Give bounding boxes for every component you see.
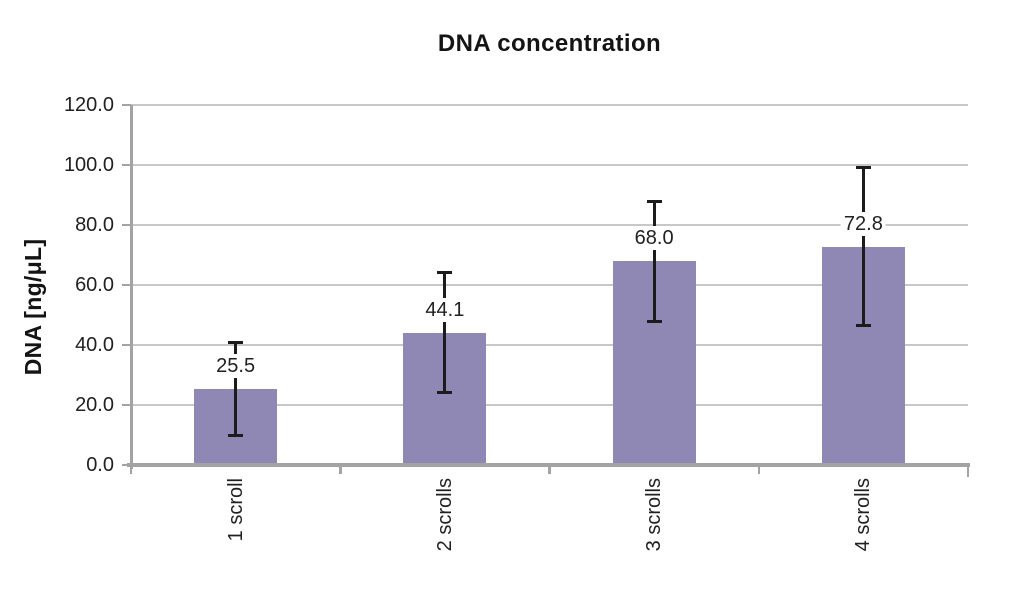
y-tick-label: 80.0 [75,214,114,236]
y-axis-tick [122,283,131,287]
bar-value-label: 44.1 [422,297,468,322]
y-axis-tick [122,103,131,107]
x-axis-tick [339,465,342,474]
y-axis-tick [122,343,131,347]
gridline [131,344,968,346]
error-bar-cap-bottom [228,433,244,437]
error-bar-cap-top [437,271,453,275]
gridline [131,104,968,106]
y-axis-line [129,105,133,469]
error-bar-line [652,201,656,321]
bar-value-label: 68.0 [631,226,677,250]
gridline [131,284,968,286]
error-bar-line [234,342,238,435]
x-axis-tick [129,465,133,474]
error-bar-line [443,272,447,393]
y-tick-label: 20.0 [75,394,114,416]
error-bar-cap-top [228,340,244,344]
error-bar-line [861,167,865,326]
bar-value-label: 25.5 [213,353,259,378]
y-axis-tick [122,163,131,167]
x-tick-label: 1 scroll [224,478,247,542]
error-bar-cap-bottom [855,324,871,328]
x-tick-label: 3 scrolls [643,478,666,552]
x-axis-tick [966,465,970,477]
y-axis-tick [122,223,131,227]
y-tick-label: 0.0 [86,454,114,476]
x-tick-label: 4 scrolls [852,478,875,552]
chart-title: DNA concentration [437,30,662,57]
gridline [131,404,968,406]
gridline [131,164,968,166]
y-axis-tick [122,463,131,467]
error-bar-cap-bottom [646,319,662,323]
y-tick-label: 60.0 [75,274,114,296]
error-bar-cap-top [646,199,662,203]
x-axis-tick [548,465,551,474]
error-bar-cap-bottom [437,391,453,395]
gridline [131,224,968,226]
y-tick-label: 40.0 [75,334,114,356]
bar-value-label: 72.8 [840,211,886,236]
y-tick-label: 120.0 [63,94,114,116]
x-axis-tick [757,465,760,474]
error-bar-cap-top [855,165,871,169]
y-axis-tick [122,403,131,407]
y-tick-label: 100.0 [63,154,114,176]
x-tick-label: 2 scrolls [433,478,456,552]
